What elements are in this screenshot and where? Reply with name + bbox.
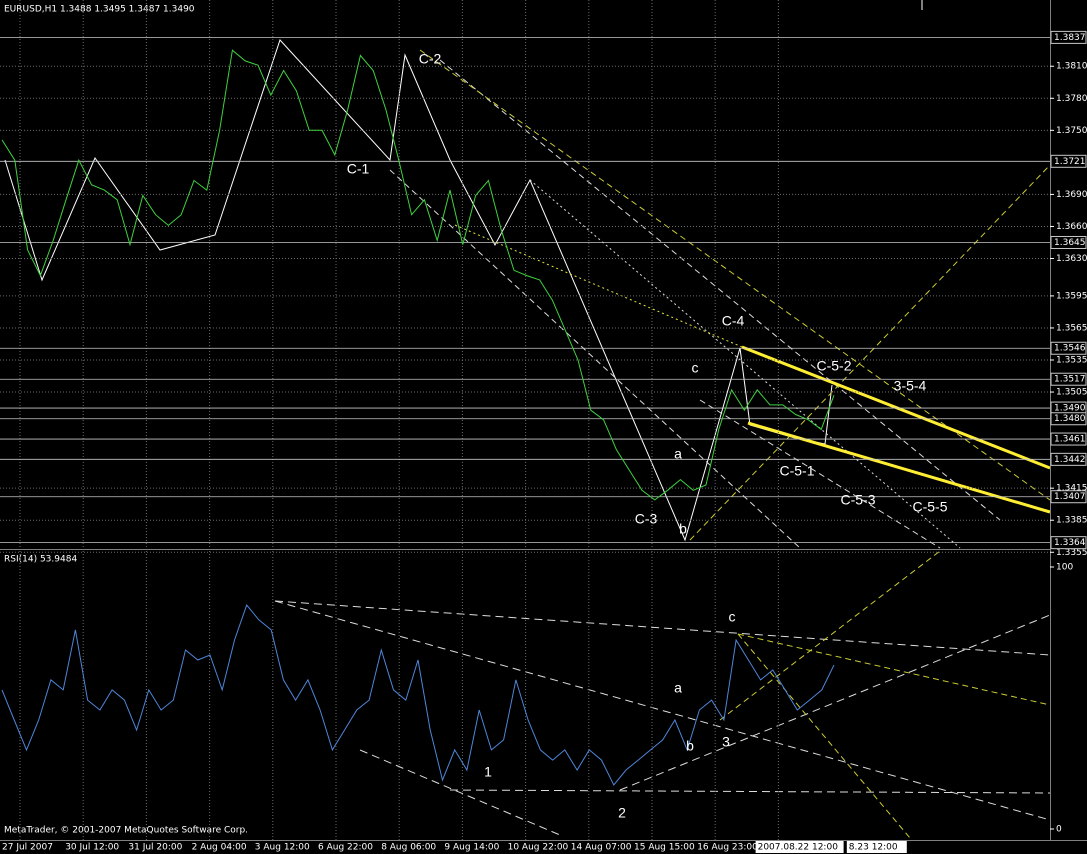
- trend-line: [274, 600, 1051, 821]
- level-label: 1.3442: [1054, 455, 1086, 465]
- wave-label: C-3: [635, 511, 658, 527]
- wave-label: C-4: [722, 313, 745, 329]
- level-label: 1.3517: [1054, 375, 1086, 385]
- y-tick-label: 1.3810: [1056, 62, 1087, 72]
- trend-line: [529, 179, 961, 549]
- level-label-box: [1050, 432, 1087, 446]
- indicator-title: RSI(14) 53.9484: [4, 555, 77, 565]
- trend-line: [439, 59, 1001, 521]
- y-tick-label: 1.3780: [1056, 94, 1087, 104]
- y-tick-label: 1.3660: [1056, 222, 1087, 232]
- time-label-box: [755, 841, 844, 853]
- time-label: 15 Aug 15:00: [634, 843, 695, 853]
- level-label: 1.3407: [1054, 492, 1086, 502]
- level-label-box: [1050, 154, 1087, 168]
- wave-label: C-5-3: [840, 492, 875, 508]
- level-label-box: [1050, 452, 1087, 466]
- level-label-box: [1050, 536, 1087, 550]
- level-label: 1.3645: [1054, 238, 1086, 248]
- chart-title: EURUSD,H1 1.3488 1.3495 1.3487 1.3490: [4, 5, 195, 15]
- time-label-box: [846, 841, 907, 853]
- time-label: 27 Jul 2007: [2, 843, 53, 853]
- y-tick-label: 1.3595: [1056, 291, 1087, 301]
- level-label: 1.3461: [1054, 435, 1086, 445]
- wave-label: c: [692, 360, 699, 376]
- time-label: 30 Jul 12:00: [65, 843, 119, 853]
- level-label-box: [1050, 490, 1087, 504]
- wave-label: b: [679, 521, 687, 537]
- wave-label: 1: [484, 764, 492, 780]
- y-tick-label: 1.3355: [1056, 548, 1087, 558]
- y-tick-label: 1.3630: [1056, 254, 1087, 264]
- series-line: [1, 49, 835, 501]
- y-tick-label: 1.3535: [1056, 355, 1087, 365]
- wave-label: 3: [722, 734, 730, 750]
- trend-line: [454, 224, 743, 348]
- channel-line: [741, 345, 1051, 470]
- trend-line: [449, 789, 1051, 794]
- copyright: MetaTrader, © 2001-2007 MetaQuotes Softw…: [4, 826, 248, 836]
- trend-line: [737, 633, 1051, 706]
- y-tick-label: 1.3415: [1056, 484, 1087, 494]
- wave-label: b: [686, 738, 694, 754]
- wave-label: C-2: [419, 51, 442, 67]
- trend-line: [389, 169, 801, 549]
- time-label: 6 Aug 22:00: [318, 843, 373, 853]
- level-label-box: [1050, 412, 1087, 426]
- time-label: 8 Aug 06:00: [381, 843, 436, 853]
- y-tick-label: 1.3385: [1056, 516, 1087, 526]
- y-tick-label: 100: [1056, 562, 1073, 572]
- time-label: 14 Aug 07:00: [571, 843, 632, 853]
- level-label: 1.3490: [1054, 404, 1086, 414]
- trend-line: [737, 633, 911, 839]
- time-label: 3 Aug 12:00: [255, 843, 310, 853]
- time-label: 31 Jul 20:00: [128, 843, 182, 853]
- wave-label: a: [674, 446, 682, 462]
- level-label: 1.3364: [1054, 538, 1086, 548]
- level-label: 1.3837: [1054, 33, 1086, 43]
- wave-label: a: [674, 680, 682, 696]
- y-tick-label: 1.3505: [1056, 388, 1087, 398]
- wave-label: C-1: [347, 161, 370, 177]
- y-tick-label: 1.3750: [1056, 126, 1087, 136]
- level-label: 1.3721: [1054, 157, 1086, 167]
- trend-line: [359, 749, 561, 836]
- time-label: 10 Aug 22:00: [508, 843, 569, 853]
- y-tick-label: 0: [1056, 824, 1062, 834]
- time-label: 2007.08.22 12:00: [758, 843, 839, 853]
- wave-label: C-5-2: [816, 358, 851, 374]
- trend-line: [689, 164, 1051, 541]
- trend-line: [699, 399, 941, 549]
- level-label: 1.3480: [1054, 414, 1086, 424]
- level-label: 1.3546: [1054, 344, 1086, 354]
- wave-label: C-5-5: [912, 499, 947, 515]
- wave-label: 2: [618, 805, 626, 821]
- channel-line: [747, 421, 1051, 514]
- level-label-box: [1050, 341, 1087, 355]
- time-label: 9 Aug 14:00: [444, 843, 499, 853]
- series-line: [1, 603, 835, 786]
- level-label-box: [1050, 235, 1087, 249]
- y-tick-label: 1.3690: [1056, 190, 1087, 200]
- y-tick-label: 1.3565: [1056, 323, 1087, 333]
- trend-line: [419, 49, 1051, 501]
- trend-line: [719, 550, 941, 721]
- time-label: 16 Aug 23:00: [697, 843, 758, 853]
- time-label: 2 Aug 04:00: [192, 843, 247, 853]
- wave-label: c: [729, 609, 736, 625]
- drawing-objects: [4, 0, 1051, 839]
- level-label-box: [1050, 372, 1087, 386]
- level-label-box: [1050, 30, 1087, 44]
- wave-label: C-5-1: [779, 463, 814, 479]
- wave-label: 3-5-4: [894, 378, 927, 394]
- time-label: 8.23 12:00: [849, 843, 898, 853]
